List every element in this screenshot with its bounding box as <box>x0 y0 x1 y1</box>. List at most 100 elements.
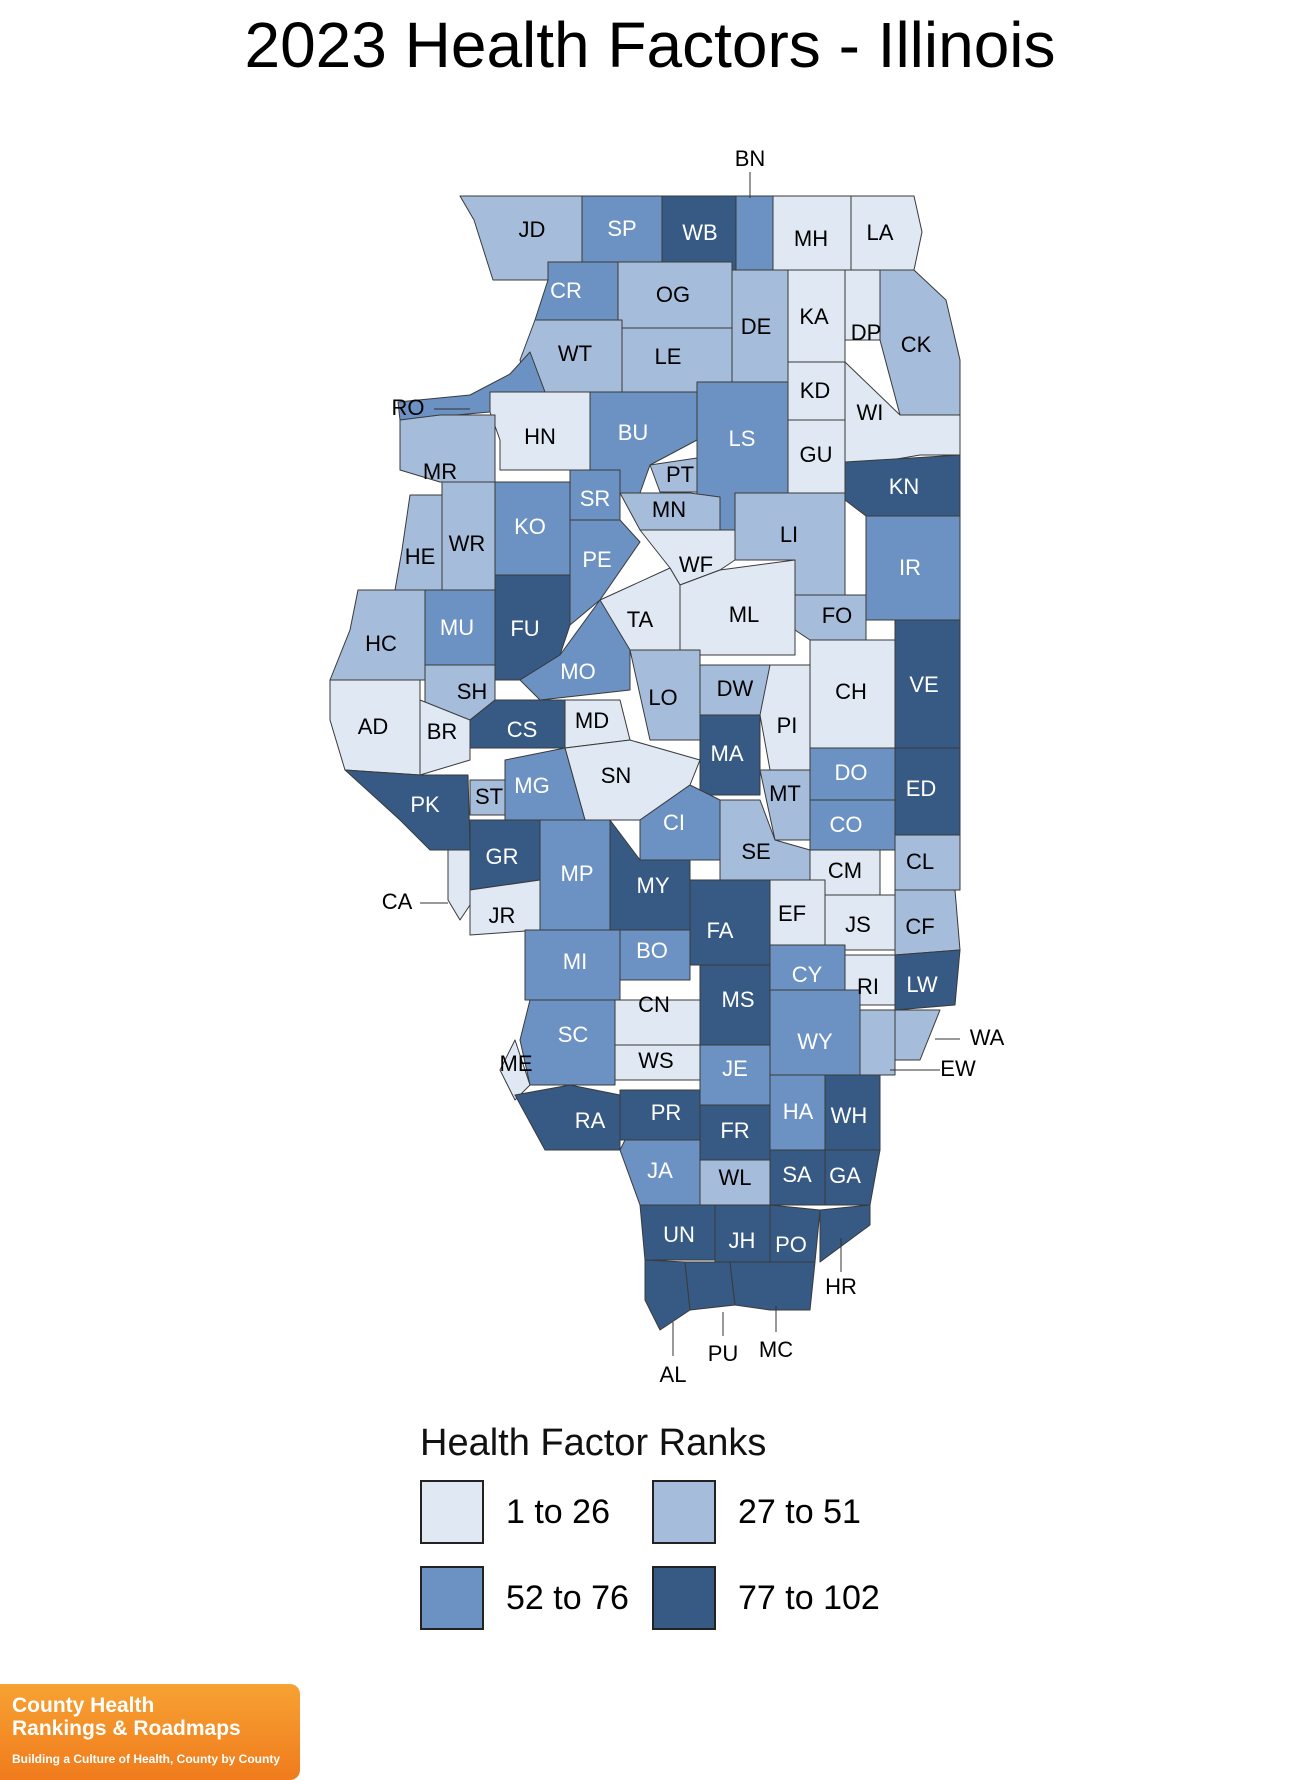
illinois-county-map: JD SP WB BN MH LA CR OG DE KA DP CK WT LE KD RO HN BU LS WI… <box>329 146 1005 1387</box>
county-label-le: LE <box>655 344 682 369</box>
county-label-ir: IR <box>899 555 921 580</box>
county-label-wl: WL <box>719 1165 752 1190</box>
county-label-wh: WH <box>831 1103 868 1128</box>
county-label-ko: KO <box>514 514 546 539</box>
county-label-cl: CL <box>906 849 934 874</box>
county-label-wf: WF <box>679 552 713 577</box>
county-label-wr: WR <box>449 531 486 556</box>
county-label-lw: LW <box>906 972 938 997</box>
county-label-ja: JA <box>647 1158 673 1183</box>
legend-title: Health Factor Ranks <box>420 1422 767 1464</box>
county-he <box>394 494 443 591</box>
county-label-do: DO <box>835 760 868 785</box>
county-label-js: JS <box>845 912 871 937</box>
county-label-md: MD <box>575 708 609 733</box>
legend-item-3: 52 to 76 <box>420 1566 629 1630</box>
county-label-un: UN <box>663 1222 695 1247</box>
county-label-se: SE <box>741 839 770 864</box>
legend-label-4: 77 to 102 <box>738 1578 880 1617</box>
county-label-mi: MI <box>563 949 587 974</box>
county-label-cn: CN <box>638 992 670 1017</box>
county-label-og: OG <box>656 282 690 307</box>
county-label-wb: WB <box>682 220 717 245</box>
county-pt <box>649 457 698 493</box>
county-label-ha: HA <box>783 1099 814 1124</box>
county-label-ro: RO <box>392 395 425 420</box>
legend-swatch-1 <box>420 1480 484 1544</box>
county-label-fr: FR <box>720 1118 749 1143</box>
county-label-st: ST <box>475 784 503 809</box>
brand-line-2: Rankings & Roadmaps <box>12 1717 241 1740</box>
county-label-ta: TA <box>627 607 654 632</box>
county-label-sh: SH <box>457 679 488 704</box>
county-label-ra: RA <box>575 1108 606 1133</box>
county-label-mh: MH <box>794 226 828 251</box>
county-label-lo: LO <box>648 685 677 710</box>
county-label-ef: EF <box>778 901 806 926</box>
county-br <box>419 699 471 776</box>
county-label-ls: LS <box>729 426 756 451</box>
county-ma <box>699 714 761 796</box>
county-label-dw: DW <box>717 676 754 701</box>
county-label-pt: PT <box>666 462 694 487</box>
county-label-ri: RI <box>857 974 879 999</box>
county-label-cr: CR <box>550 278 582 303</box>
county-label-jr: JR <box>489 903 516 928</box>
county-label-kn: KN <box>889 474 920 499</box>
county-label-cf: CF <box>905 914 934 939</box>
county-label-kd: KD <box>800 378 831 403</box>
county-label-ci: CI <box>663 810 685 835</box>
county-label-ad: AD <box>358 714 389 739</box>
county-label-al: AL <box>660 1362 687 1387</box>
county-lw <box>894 949 961 1011</box>
county-label-fo: FO <box>822 603 853 628</box>
county-pu <box>684 1261 736 1311</box>
county-label-ka: KA <box>799 304 829 329</box>
legend-item-2: 27 to 51 <box>652 1480 861 1544</box>
county-label-pi: PI <box>777 713 798 738</box>
county-label-ve: VE <box>909 672 938 697</box>
county-label-bo: BO <box>636 938 668 963</box>
county-label-mg: MG <box>514 773 549 798</box>
county-label-po: PO <box>775 1232 807 1257</box>
county-label-mr: MR <box>423 459 457 484</box>
county-label-pu: PU <box>708 1341 739 1366</box>
county-label-sr: SR <box>580 486 611 511</box>
county-wa <box>894 1009 941 1061</box>
county-label-mp: MP <box>561 861 594 886</box>
legend-label-2: 27 to 51 <box>738 1492 861 1531</box>
county-label-he: HE <box>405 544 436 569</box>
legend-swatch-4 <box>652 1566 716 1630</box>
county-label-mu: MU <box>440 615 474 640</box>
county-label-bu: BU <box>618 420 649 445</box>
county-label-cy: CY <box>792 962 823 987</box>
county-label-sc: SC <box>558 1022 589 1047</box>
county-cl <box>894 834 961 891</box>
county-label-hc: HC <box>365 631 397 656</box>
county-al <box>644 1259 691 1331</box>
county-label-my: MY <box>637 873 670 898</box>
county-label-li: LI <box>780 522 798 547</box>
county-label-mn: MN <box>652 497 686 522</box>
county-label-dp: DP <box>851 320 882 345</box>
county-label-mo: MO <box>560 659 595 684</box>
county-label-je: JE <box>722 1056 748 1081</box>
county-label-gr: GR <box>486 844 519 869</box>
county-label-ca: CA <box>382 889 413 914</box>
county-label-hr: HR <box>825 1274 857 1299</box>
county-label-wt: WT <box>558 341 592 366</box>
county-label-mt: MT <box>769 781 801 806</box>
county-pk <box>344 769 471 851</box>
legend-item-1: 1 to 26 <box>420 1480 610 1544</box>
county-mo <box>519 599 631 701</box>
county-label-de: DE <box>741 314 772 339</box>
county-label-mc: MC <box>759 1337 793 1362</box>
legend-swatch-2 <box>652 1480 716 1544</box>
map-title: 2023 Health Factors - Illinois <box>244 9 1056 81</box>
county-label-sn: SN <box>601 763 632 788</box>
county-label-ga: GA <box>829 1163 861 1188</box>
county-label-wa: WA <box>970 1025 1005 1050</box>
county-label-ma: MA <box>711 741 744 766</box>
county-ew <box>859 1009 896 1076</box>
county-label-ms: MS <box>722 987 755 1012</box>
